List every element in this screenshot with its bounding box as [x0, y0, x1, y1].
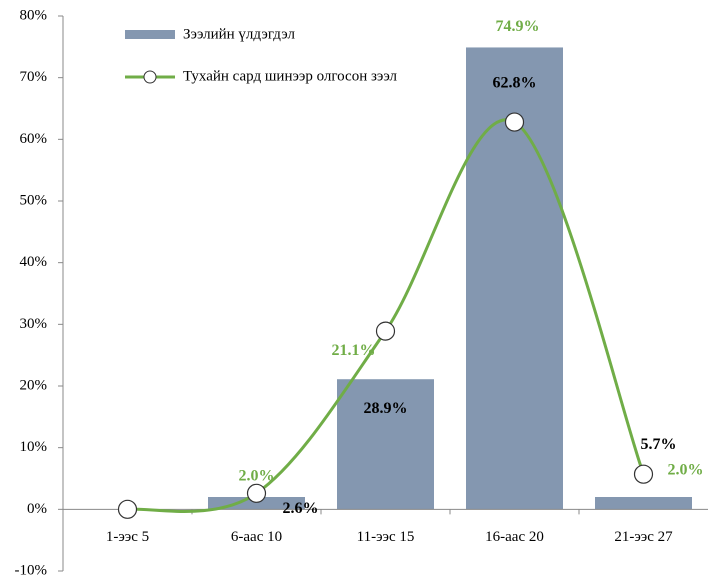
bar-value-label: 21.1%: [332, 342, 376, 359]
y-tick-label: 30%: [20, 316, 48, 332]
x-tick-label: 11-ээс 15: [357, 529, 415, 545]
bar-value-label: 74.9%: [496, 18, 540, 35]
line-value-label: 62.8%: [493, 75, 537, 92]
line-marker: [375, 321, 396, 341]
legend-marker: [143, 70, 157, 84]
legend-swatch: [125, 30, 175, 39]
x-tick-label: 16-аас 20: [485, 529, 544, 545]
legend-label: Зээлийн үлдэгдэл: [183, 26, 295, 42]
bar: [595, 497, 692, 510]
x-tick-label: 6-аас 10: [231, 529, 282, 545]
y-tick-label: 0%: [27, 501, 47, 517]
line-marker: [633, 464, 654, 484]
line-marker: [246, 483, 267, 503]
y-tick-label: 80%: [20, 7, 48, 23]
y-tick-label: 50%: [20, 192, 48, 208]
legend-label: Тухайн сард шинээр олгосон зээл: [183, 68, 397, 84]
line-value-label: 2.6%: [283, 500, 319, 517]
bar-value-label: 2.0%: [239, 468, 275, 485]
x-tick-label: 21-ээс 27: [614, 529, 673, 545]
line-marker: [504, 112, 525, 132]
line-marker: [117, 499, 138, 519]
y-tick-label: 40%: [20, 254, 48, 270]
bar: [337, 379, 434, 510]
y-tick-label: -10%: [15, 562, 48, 578]
y-tick-label: 70%: [20, 69, 48, 85]
bar-value-label: 2.0%: [668, 462, 704, 479]
y-tick-label: 20%: [20, 377, 48, 393]
y-tick-label: 60%: [20, 131, 48, 147]
y-tick-label: 10%: [20, 439, 48, 455]
line-value-label: 28.9%: [364, 400, 408, 417]
line-value-label: 5.7%: [641, 436, 677, 453]
line: [127, 118, 645, 513]
x-tick-label: 1-ээс 5: [106, 529, 149, 545]
